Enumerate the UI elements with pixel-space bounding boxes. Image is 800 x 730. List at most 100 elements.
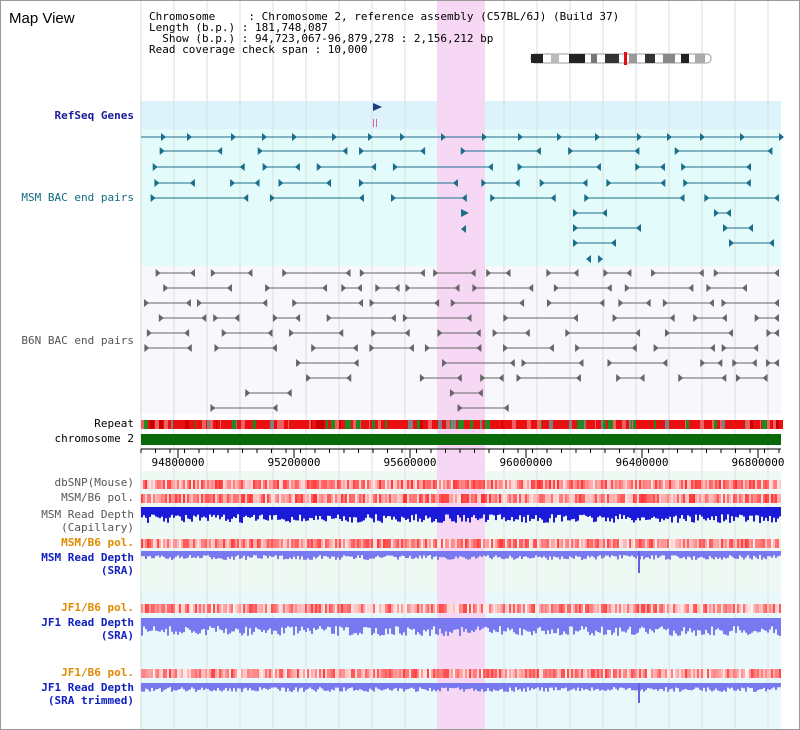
b6n-bac-pair[interactable] bbox=[214, 344, 277, 352]
track-label-jf1-pol-2[interactable]: JF1/B6 pol. bbox=[61, 666, 134, 679]
b6n-bac-pair[interactable] bbox=[341, 284, 362, 292]
msm-bac-pair[interactable] bbox=[359, 147, 426, 155]
b6n-bac-pair[interactable] bbox=[221, 329, 273, 337]
b6n-bac-pair[interactable] bbox=[306, 374, 352, 382]
msm-bac-pair[interactable] bbox=[681, 163, 752, 171]
b6n-bac-pair[interactable] bbox=[735, 374, 768, 382]
b6n-bac-pair[interactable] bbox=[163, 284, 232, 292]
b6n-bac-pair[interactable] bbox=[196, 299, 268, 307]
b6n-bac-pair[interactable] bbox=[210, 404, 278, 412]
msm-bac-pair[interactable] bbox=[606, 179, 666, 187]
b6n-bac-pair[interactable] bbox=[457, 404, 509, 412]
track-label-msm-bac[interactable]: MSM BAC end pairs bbox=[21, 191, 134, 204]
msm-bac-pair[interactable] bbox=[584, 194, 685, 202]
msm-bac-pair[interactable] bbox=[490, 194, 556, 202]
b6n-bac-pair[interactable] bbox=[245, 389, 292, 397]
track-label-jf1-pol-1[interactable]: JF1/B6 pol. bbox=[61, 601, 134, 614]
b6n-bac-pair[interactable] bbox=[402, 314, 472, 322]
b6n-bac-pair[interactable] bbox=[503, 314, 578, 322]
b6n-bac-pair[interactable] bbox=[607, 359, 668, 367]
b6n-bac-pair[interactable] bbox=[651, 269, 704, 277]
msm-bac-pair[interactable] bbox=[278, 179, 332, 187]
msm-bac-pair[interactable] bbox=[568, 147, 640, 155]
msm-bac-pair[interactable] bbox=[150, 194, 249, 202]
b6n-bac-pair[interactable] bbox=[311, 344, 358, 352]
b6n-bac-pair[interactable] bbox=[371, 329, 410, 337]
b6n-bac-pair[interactable] bbox=[616, 374, 645, 382]
b6n-bac-pair[interactable] bbox=[546, 269, 579, 277]
msm-bac-pair[interactable] bbox=[573, 239, 616, 247]
b6n-bac-pair[interactable] bbox=[155, 269, 195, 277]
b6n-bac-pair[interactable] bbox=[547, 299, 605, 307]
b6n-bac-pair[interactable] bbox=[575, 344, 637, 352]
track-label-msm-pol-2[interactable]: MSM/B6 pol. bbox=[61, 536, 134, 549]
b6n-bac-pair[interactable] bbox=[213, 314, 240, 322]
b6n-bac-pair[interactable] bbox=[678, 374, 727, 382]
msm-bac-pair[interactable] bbox=[269, 194, 364, 202]
b6n-bac-pair[interactable] bbox=[665, 329, 733, 337]
b6n-bac-pair[interactable] bbox=[766, 329, 779, 337]
msm-bac-pair[interactable] bbox=[539, 179, 588, 187]
msm-bac-pair[interactable] bbox=[573, 224, 641, 232]
b6n-bac-pair[interactable] bbox=[472, 284, 534, 292]
b6n-bac-pair[interactable] bbox=[754, 314, 779, 322]
b6n-bac-pair[interactable] bbox=[653, 344, 715, 352]
msm-bac-pair[interactable] bbox=[517, 163, 601, 171]
msm-bac-pair[interactable] bbox=[358, 179, 458, 187]
b6n-bac-pair[interactable] bbox=[732, 359, 757, 367]
b6n-bac-pair[interactable] bbox=[282, 269, 351, 277]
b6n-bac-pair[interactable] bbox=[766, 359, 779, 367]
msm-bac-pair[interactable] bbox=[460, 147, 541, 155]
b6n-bac-pair[interactable] bbox=[296, 359, 359, 367]
track-label-b6n-bac[interactable]: B6N BAC end pairs bbox=[21, 334, 134, 347]
b6n-bac-pair[interactable] bbox=[706, 284, 747, 292]
msm-bac-pair[interactable] bbox=[729, 239, 774, 247]
b6n-bac-pair[interactable] bbox=[419, 374, 462, 382]
msm-bac-pair[interactable] bbox=[316, 163, 377, 171]
msm-bac-pair[interactable] bbox=[152, 163, 245, 171]
b6n-bac-pair[interactable] bbox=[662, 299, 714, 307]
b6n-bac-pair[interactable] bbox=[369, 299, 440, 307]
b6n-bac-pair[interactable] bbox=[143, 299, 191, 307]
track-label-msm-depth-sra[interactable]: MSM Read Depth (SRA) bbox=[41, 551, 134, 577]
b6n-bac-pair[interactable] bbox=[375, 284, 400, 292]
b6n-bac-pair[interactable] bbox=[603, 269, 632, 277]
msm-bac-pair[interactable] bbox=[154, 179, 195, 187]
msm-bac-pair[interactable] bbox=[704, 194, 779, 202]
b6n-bac-pair[interactable] bbox=[565, 329, 641, 337]
msm-bac-pair[interactable] bbox=[257, 147, 348, 155]
b6n-bac-pair[interactable] bbox=[265, 284, 328, 292]
b6n-bac-pair[interactable] bbox=[503, 344, 554, 352]
b6n-bac-pair[interactable] bbox=[442, 359, 515, 367]
msm-bac-pair[interactable] bbox=[674, 147, 773, 155]
b6n-bac-pair[interactable] bbox=[713, 269, 779, 277]
b6n-bac-pair[interactable] bbox=[424, 344, 482, 352]
track-label-repeat[interactable]: Repeat bbox=[94, 417, 134, 430]
msm-bac-pair[interactable] bbox=[573, 209, 607, 217]
msm-bac-pair[interactable] bbox=[714, 209, 731, 217]
msm-bac-pair[interactable] bbox=[230, 179, 260, 187]
msm-bac-pair[interactable] bbox=[159, 147, 223, 155]
b6n-bac-pair[interactable] bbox=[210, 269, 253, 277]
chromosome-ideogram[interactable] bbox=[530, 52, 712, 65]
b6n-bac-pair[interactable] bbox=[450, 299, 525, 307]
track-label-msm-pol[interactable]: MSM/B6 pol. bbox=[61, 491, 134, 504]
b6n-bac-pair[interactable] bbox=[624, 284, 694, 292]
track-label-jf1-depth-sra[interactable]: JF1 Read Depth (SRA) bbox=[41, 616, 134, 642]
msm-bac-pair[interactable] bbox=[262, 163, 300, 171]
msm-bac-pair[interactable] bbox=[683, 179, 751, 187]
b6n-bac-pair[interactable] bbox=[521, 359, 584, 367]
b6n-bac-pair[interactable] bbox=[721, 299, 780, 307]
b6n-bac-pair[interactable] bbox=[553, 284, 612, 292]
b6n-bac-pair[interactable] bbox=[369, 344, 414, 352]
b6n-bac-pair[interactable] bbox=[359, 269, 425, 277]
b6n-bac-pair[interactable] bbox=[433, 269, 476, 277]
b6n-bac-pair[interactable] bbox=[272, 314, 301, 322]
msm-bac-pair[interactable] bbox=[723, 224, 753, 232]
track-label-refseq[interactable]: RefSeq Genes bbox=[54, 109, 134, 122]
b6n-bac-pair[interactable] bbox=[146, 329, 190, 337]
track-label-dbsnp[interactable]: dbSNP(Mouse) bbox=[54, 476, 134, 489]
msm-bac-pair[interactable] bbox=[481, 179, 520, 187]
msm-bac-pair[interactable] bbox=[391, 194, 467, 202]
b6n-bac-pair[interactable] bbox=[405, 284, 460, 292]
